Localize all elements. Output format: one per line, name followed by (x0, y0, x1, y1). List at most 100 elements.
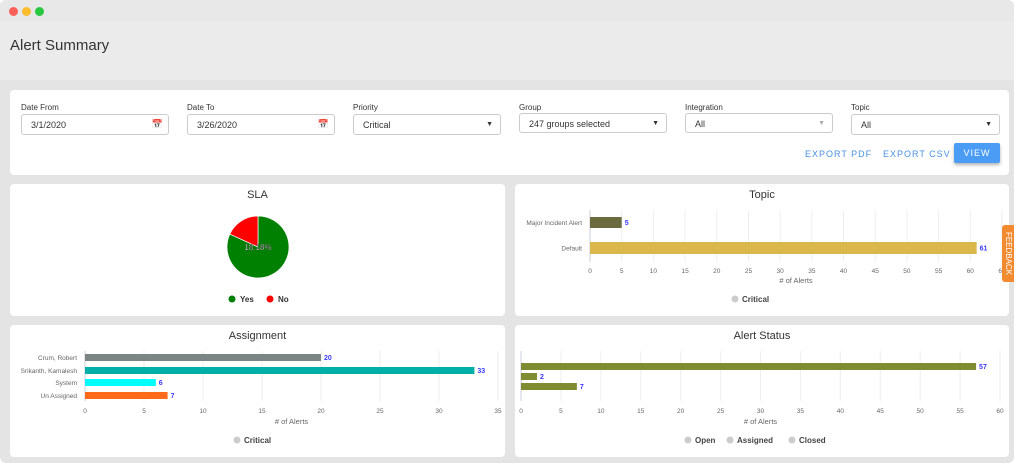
minimize-window-button[interactable] (22, 7, 31, 16)
legend-marker (731, 295, 739, 303)
caret-down-icon: ▼ (652, 120, 659, 127)
data-label: 6 (159, 380, 163, 387)
caret-down-icon: ▼ (818, 120, 825, 127)
export-pdf-button[interactable]: EXPORT PDF (805, 149, 873, 159)
y-tick-label: Major Incident Alert (526, 220, 582, 227)
view-button[interactable]: VIEW (954, 143, 1000, 163)
date-to-value: 3/26/2020 (197, 120, 238, 130)
calendar-icon[interactable]: 📅 (317, 119, 329, 129)
caret-down-icon: ▼ (486, 121, 493, 128)
x-tick-label: 5 (142, 408, 146, 415)
legend-label-critical: Critical (742, 295, 769, 304)
data-label: 2 (540, 374, 544, 381)
x-tick-label: 20 (677, 408, 685, 415)
x-tick-label: 20 (317, 408, 325, 415)
bar (85, 379, 156, 386)
legend-label-closed: Closed (799, 436, 826, 445)
alert-status-title: Alert Status (733, 330, 791, 342)
date-from-label: Date From (21, 103, 59, 112)
data-label: 7 (580, 384, 584, 391)
x-tick-label: 35 (797, 408, 805, 415)
calendar-icon[interactable]: 📅 (151, 119, 163, 129)
group-select[interactable]: 247 groups selected ▼ (519, 113, 667, 133)
x-tick-label: 60 (996, 408, 1004, 415)
priority-label: Priority (353, 103, 378, 112)
bar (85, 392, 168, 399)
topic-select[interactable]: All ▼ (851, 114, 1000, 135)
bar (521, 373, 537, 380)
alert-status-card (515, 325, 1009, 457)
x-tick-label: 0 (519, 408, 523, 415)
legend-marker (233, 436, 241, 444)
page-title: Alert Summary (10, 37, 110, 54)
caret-down-icon: ▼ (985, 121, 992, 128)
x-tick-label: 30 (435, 408, 443, 415)
y-tick-label: Srikanth, Kamalesh (21, 368, 78, 375)
title-bar (0, 0, 1014, 22)
feedback-tab[interactable]: FEEDBACK (1002, 225, 1014, 282)
x-tick-label: 0 (588, 268, 592, 275)
x-tick-label: 30 (777, 268, 785, 275)
data-label: 20 (324, 355, 332, 362)
date-to-label: Date To (187, 103, 215, 112)
filter-panel (10, 90, 1009, 175)
x-axis-label: # of Alerts (744, 417, 778, 426)
pie-slice-no (229, 215, 259, 248)
maximize-window-button[interactable] (35, 7, 44, 16)
x-tick-label: 30 (757, 408, 765, 415)
integration-select[interactable]: All ▼ (685, 113, 833, 133)
x-tick-label: 55 (956, 408, 964, 415)
legend-label-no: No (278, 295, 289, 304)
date-to-input[interactable]: 3/26/2020 📅 (187, 114, 335, 135)
bar (85, 367, 475, 374)
x-tick-label: 0 (83, 408, 87, 415)
legend-marker (228, 295, 236, 303)
legend-marker (788, 436, 796, 444)
legend-marker (726, 436, 734, 444)
export-csv-button[interactable]: EXPORT CSV (883, 149, 951, 159)
x-tick-label: 15 (637, 408, 645, 415)
x-tick-label: 15 (258, 408, 266, 415)
close-window-button[interactable] (9, 7, 18, 16)
x-tick-label: 15 (681, 268, 689, 275)
x-axis-label: # of Alerts (275, 417, 309, 426)
data-label: 61 (980, 246, 988, 253)
topic-title: Topic (749, 189, 775, 201)
x-tick-label: 50 (903, 268, 911, 275)
y-tick-label: System (55, 380, 77, 387)
topic-value: All (861, 120, 872, 130)
x-tick-label: 25 (745, 268, 753, 275)
x-tick-label: 5 (620, 268, 624, 275)
group-value: 247 groups selected (529, 119, 611, 129)
legend-label-yes: Yes (240, 295, 254, 304)
page-header: Alert Summary (0, 22, 1014, 80)
x-tick-label: 50 (917, 408, 925, 415)
data-label: 5 (625, 220, 629, 227)
x-tick-label: 35 (808, 268, 816, 275)
bar (85, 354, 321, 361)
data-label: 7 (171, 393, 175, 400)
integration-label: Integration (685, 103, 723, 112)
bar (521, 383, 577, 390)
date-from-input[interactable]: 3/1/2020 📅 (21, 114, 169, 135)
priority-value: Critical (363, 120, 391, 130)
legend-label-open: Open (695, 436, 716, 445)
x-tick-label: 45 (877, 408, 885, 415)
y-tick-label: Un Assigned (41, 393, 78, 400)
legend-label-critical: Critical (244, 436, 271, 445)
bar (521, 363, 977, 370)
legend-marker (266, 295, 274, 303)
group-label: Group (519, 103, 542, 112)
sla-title: SLA (247, 189, 268, 201)
x-tick-label: 35 (494, 408, 502, 415)
bar (590, 217, 622, 228)
priority-select[interactable]: Critical ▼ (353, 114, 501, 135)
x-tick-label: 25 (376, 408, 384, 415)
x-tick-label: 25 (717, 408, 725, 415)
pie-slice-yes (226, 215, 290, 279)
x-tick-label: 10 (650, 268, 658, 275)
pie-label: 18.18% (244, 243, 271, 252)
data-label: 33 (477, 368, 485, 375)
